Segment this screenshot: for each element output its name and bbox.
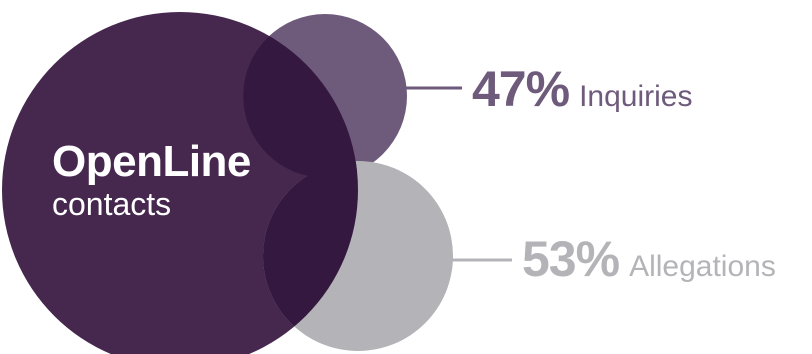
main-title: OpenLine	[52, 137, 251, 186]
inquiries-label: Inquiries	[579, 80, 693, 113]
allegations-overlap	[263, 161, 358, 351]
inquiries-overlap	[243, 14, 358, 178]
main-subtitle: contacts	[52, 186, 172, 222]
allegations-label: Allegations	[629, 250, 776, 283]
allegations-stat: 53% Allegations	[522, 234, 776, 284]
main-label: OpenLine contacts	[52, 137, 251, 222]
inquiries-percent: 47%	[472, 61, 570, 117]
allegations-percent: 53%	[522, 231, 620, 287]
inquiries-stat: 47% Inquiries	[472, 64, 692, 114]
